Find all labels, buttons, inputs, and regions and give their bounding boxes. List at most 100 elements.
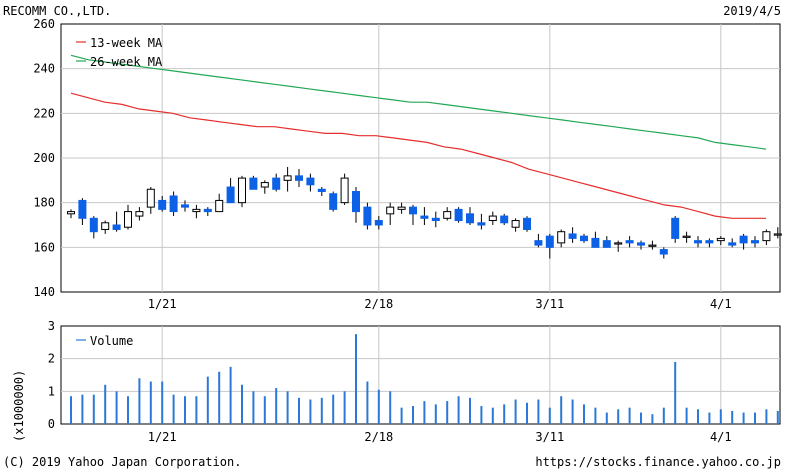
candle xyxy=(682,231,691,243)
candle-body xyxy=(101,222,110,230)
candle-body xyxy=(340,177,349,204)
candle-body xyxy=(283,175,292,181)
candle-body xyxy=(671,217,680,239)
candle-body xyxy=(329,193,338,210)
candle xyxy=(671,216,680,243)
volume-x-tick-label: 2/18 xyxy=(364,430,393,444)
candle-body xyxy=(705,240,714,244)
candle xyxy=(215,193,224,213)
candle-body xyxy=(431,217,440,222)
price-y-tick-label: 220 xyxy=(33,106,55,120)
candle xyxy=(238,175,246,208)
candle-body xyxy=(112,224,121,230)
volume-x-tick-label: 3/11 xyxy=(535,430,564,444)
candle xyxy=(249,175,258,190)
candle xyxy=(625,236,634,248)
candle-body xyxy=(659,249,668,255)
volume-axis-label: (x1000000) xyxy=(12,370,26,442)
legend-ma26-label: 26-week MA xyxy=(90,55,163,69)
candle xyxy=(659,247,668,259)
candle-body xyxy=(352,191,360,213)
ma26-line xyxy=(70,54,767,150)
candle xyxy=(192,204,201,219)
candle xyxy=(739,233,748,250)
candle xyxy=(146,187,155,214)
candle xyxy=(295,169,303,188)
candle xyxy=(694,236,702,248)
candle-body xyxy=(716,237,725,242)
volume-plot-frame xyxy=(60,325,781,425)
volume-y-axis: 0 1 2 3 xyxy=(48,319,55,431)
candle xyxy=(751,236,759,248)
candle-body xyxy=(397,206,406,210)
candle xyxy=(568,227,577,243)
candle-body xyxy=(272,177,281,190)
candle-body xyxy=(146,188,155,208)
candle-body xyxy=(488,215,497,222)
candle-body xyxy=(694,240,702,244)
candlesticks xyxy=(67,166,782,259)
candle xyxy=(363,202,372,230)
candle xyxy=(374,216,383,230)
candle-body xyxy=(374,220,383,226)
candle xyxy=(386,202,395,225)
candle xyxy=(762,229,771,246)
candle xyxy=(705,238,714,248)
candle-body xyxy=(557,231,566,244)
candle-body xyxy=(135,211,144,217)
candle-body xyxy=(238,177,246,204)
candle xyxy=(648,240,657,250)
candle-body xyxy=(226,186,235,204)
candle-body xyxy=(545,235,554,248)
copyright-text: (C) 2019 Yahoo Japan Corporation. xyxy=(3,455,241,469)
candle xyxy=(329,191,338,212)
legend-ma13-label: 13-week MA xyxy=(90,36,163,50)
price-y-tick-label: 260 xyxy=(33,17,55,31)
candle-body xyxy=(409,206,417,215)
candle-body xyxy=(477,222,486,226)
candle xyxy=(591,231,600,248)
candle xyxy=(580,233,588,243)
price-x-tick-label: 2/18 xyxy=(364,297,393,311)
candle-body xyxy=(317,188,326,192)
candle xyxy=(135,207,144,221)
candle xyxy=(306,173,315,192)
candle-body xyxy=(78,199,87,219)
candle xyxy=(466,207,474,225)
candle xyxy=(728,238,737,248)
candle-body xyxy=(203,208,212,213)
candle xyxy=(716,236,725,246)
candle xyxy=(181,200,189,212)
price-grid xyxy=(61,24,780,292)
candle-body xyxy=(124,211,132,228)
candle-body xyxy=(637,242,645,246)
volume-panel: 0 1 2 3 1/21 2/18 3/11 4/1 Volume (x1000000) xyxy=(12,319,781,444)
candle-body xyxy=(181,204,189,208)
price-panel: 140 160 180 200 220 240 260 1/21 2/18 3/11 4/1 13… xyxy=(33,17,782,311)
candle xyxy=(67,209,75,219)
candle-body xyxy=(386,206,395,215)
candle xyxy=(352,187,360,223)
candle xyxy=(454,207,463,223)
candle xyxy=(101,220,110,234)
candle xyxy=(534,233,543,248)
candle xyxy=(557,229,566,248)
price-y-tick-label: 180 xyxy=(33,196,55,210)
candle xyxy=(614,240,623,252)
candle xyxy=(773,227,782,239)
candle xyxy=(397,202,406,214)
candle-body xyxy=(728,242,737,246)
candle xyxy=(602,236,611,248)
volume-x-tick-label: 4/1 xyxy=(710,430,732,444)
company-name: RECOMM CO.,LTD. xyxy=(3,4,111,18)
candle xyxy=(340,173,349,205)
source-url[interactable]: https://stocks.finance.yahoo.co.jp xyxy=(535,455,781,469)
candle-body xyxy=(648,244,657,247)
candle xyxy=(545,233,554,259)
price-x-tick-label: 3/11 xyxy=(535,297,564,311)
candle-body xyxy=(511,220,520,228)
candle xyxy=(488,211,497,225)
volume-y-tick-label: 2 xyxy=(48,352,55,366)
candle xyxy=(260,180,269,194)
